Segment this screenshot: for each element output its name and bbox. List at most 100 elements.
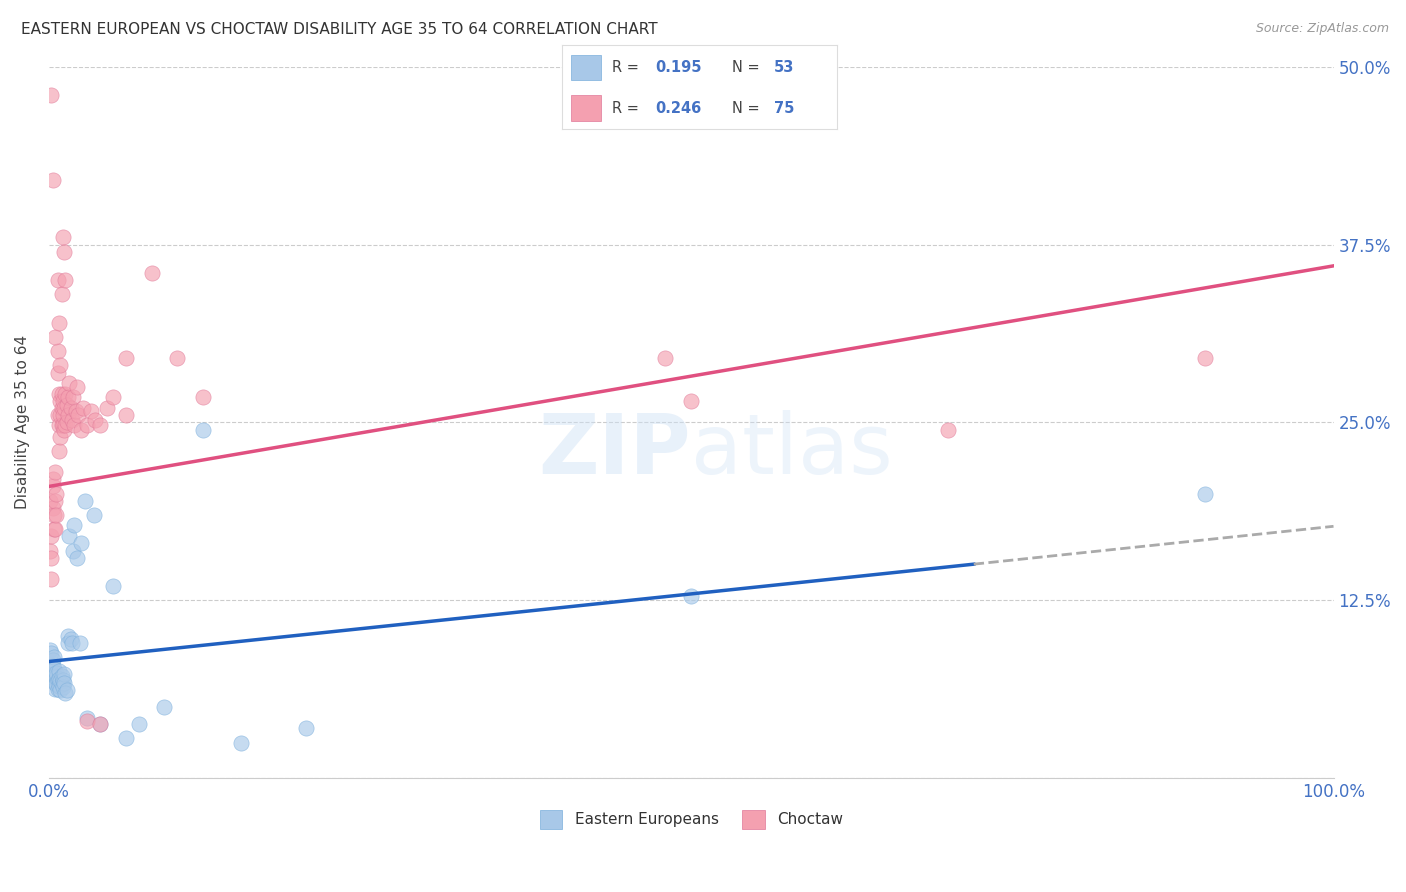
Point [59, 401, 82, 416]
Point [53, 676, 76, 690]
Point [56, 390, 79, 404]
Point [51, 669, 73, 683]
Point [41, 665, 63, 679]
Point [53, 244, 76, 259]
Point [39, 543, 62, 558]
Point [53, 667, 76, 681]
Point [48, 316, 70, 330]
Point [73, 493, 96, 508]
Point [53, 401, 76, 416]
Point [46, 681, 69, 696]
Point [55, 418, 77, 433]
Point [49, 409, 72, 423]
Legend: Eastern Europeans, Choctaw: Eastern Europeans, Choctaw [533, 804, 849, 835]
Point [49, 359, 72, 373]
Text: Source: ZipAtlas.com: Source: ZipAtlas.com [1256, 22, 1389, 36]
Point [66, 550, 89, 565]
Point [45, 486, 67, 500]
Point [44, 681, 66, 696]
Point [76, 418, 98, 433]
Point [41, 646, 63, 660]
Point [49, 430, 72, 444]
Text: atlas: atlas [692, 410, 893, 491]
Point [46, 366, 69, 380]
Text: 75: 75 [773, 101, 794, 116]
Point [45, 508, 67, 522]
Point [42, 508, 65, 522]
Point [67, 409, 90, 423]
Point [46, 409, 69, 423]
Point [83, 508, 105, 522]
Point [936, 423, 959, 437]
Point [89, 717, 111, 731]
Point [63, 517, 86, 532]
Point [52, 409, 75, 423]
Point [114, 351, 136, 366]
Point [39, 643, 62, 657]
Point [70, 423, 93, 437]
Point [45, 665, 67, 680]
Point [44, 330, 66, 344]
Point [48, 672, 70, 686]
Point [49, 394, 72, 409]
Text: N =: N = [733, 60, 765, 75]
Point [42, 662, 65, 676]
Point [1194, 486, 1216, 500]
Point [56, 636, 79, 650]
Point [52, 394, 75, 409]
Point [51, 677, 73, 691]
Point [65, 404, 87, 418]
Point [46, 273, 69, 287]
Text: R =: R = [612, 60, 644, 75]
Point [41, 500, 63, 515]
Point [153, 700, 176, 714]
Point [62, 390, 84, 404]
Point [69, 636, 91, 650]
Point [56, 409, 79, 423]
Point [84, 412, 107, 426]
Point [41, 658, 63, 673]
Point [681, 589, 703, 603]
Point [231, 736, 253, 750]
Point [41, 550, 63, 565]
Point [49, 683, 72, 698]
Point [58, 376, 80, 390]
Point [114, 409, 136, 423]
Point [44, 493, 66, 508]
Text: N =: N = [733, 101, 765, 116]
Point [55, 387, 77, 401]
Point [80, 404, 103, 418]
Point [41, 667, 63, 681]
Point [60, 636, 83, 650]
Point [41, 572, 63, 586]
Point [191, 390, 214, 404]
Point [58, 529, 80, 543]
Point [52, 418, 75, 433]
Point [48, 665, 70, 679]
Point [51, 401, 73, 416]
Point [46, 673, 69, 687]
Point [46, 344, 69, 359]
Point [128, 717, 150, 731]
Point [166, 351, 188, 366]
Point [55, 398, 77, 412]
Point [55, 686, 77, 700]
Point [42, 674, 65, 689]
Point [45, 677, 67, 691]
Point [114, 731, 136, 746]
FancyBboxPatch shape [571, 95, 600, 120]
Point [89, 717, 111, 731]
Point [41, 472, 63, 486]
Point [76, 714, 98, 729]
Point [48, 418, 70, 433]
Text: ZIP: ZIP [538, 410, 692, 491]
Point [44, 465, 66, 479]
Point [141, 266, 163, 280]
Point [70, 536, 93, 550]
Point [52, 680, 75, 694]
Point [51, 418, 73, 433]
Point [63, 418, 86, 433]
Point [101, 579, 124, 593]
Point [1194, 351, 1216, 366]
Point [76, 711, 98, 725]
